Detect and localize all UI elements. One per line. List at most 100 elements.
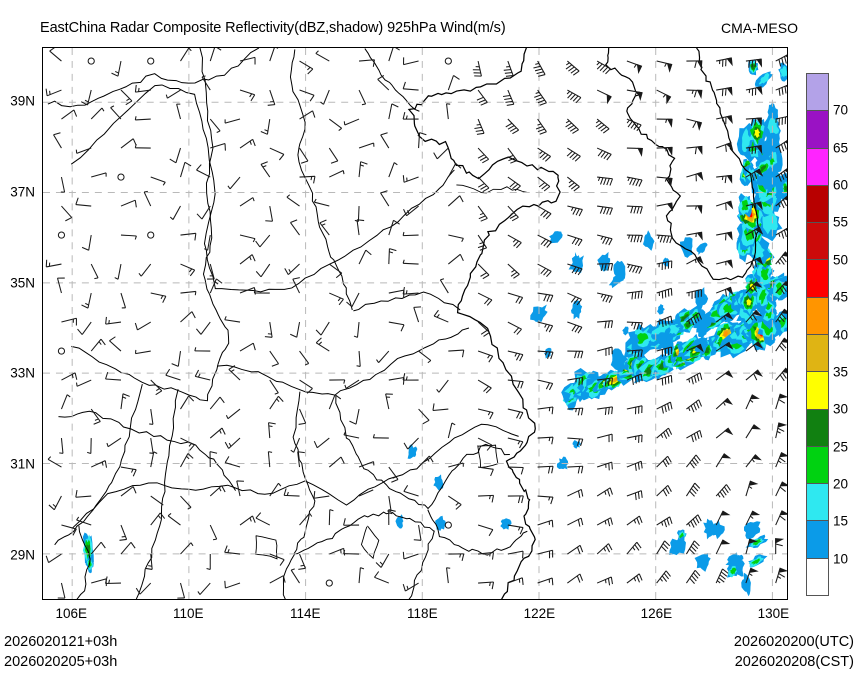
- x-tick-122E: 122E: [523, 606, 556, 621]
- wind-barb: [320, 89, 330, 105]
- wind-barb: [239, 197, 255, 207]
- map-plot-area[interactable]: [42, 47, 788, 600]
- wind-barb: [380, 132, 390, 149]
- wind-barb: [196, 164, 211, 178]
- wind-barb: [745, 256, 764, 269]
- wind-barb: [224, 580, 241, 589]
- wind-barb: [143, 190, 152, 207]
- wind-barb: [745, 226, 764, 239]
- wind-barb: [385, 393, 393, 410]
- wind-barb: [507, 437, 524, 449]
- wind-barb: [45, 553, 62, 564]
- wind-barb: [596, 346, 613, 356]
- wind-barb: [448, 234, 464, 242]
- wind-barb: [716, 259, 733, 269]
- wind-barb: [656, 374, 673, 386]
- y-tick-39N: 39N: [10, 93, 35, 109]
- wind-barb: [45, 88, 62, 97]
- wind-barb: [775, 451, 787, 468]
- wind-barb: [537, 577, 554, 586]
- wind-barb: [117, 173, 125, 181]
- wind-barb: [716, 115, 733, 125]
- wind-barb: [110, 105, 122, 120]
- wind-barb: [299, 110, 316, 120]
- x-tick-130E: 130E: [757, 606, 790, 621]
- wind-barb: [596, 147, 612, 161]
- echo-contour-15: [779, 65, 787, 78]
- wind-barb: [507, 495, 524, 504]
- wind-barb: [477, 350, 494, 363]
- wind-barb: [626, 321, 643, 330]
- wind-barb: [566, 147, 581, 162]
- echo-contour-20: [741, 199, 749, 211]
- wind-barb: [150, 292, 167, 303]
- wind-barb: [478, 466, 494, 477]
- wind-barb: [775, 538, 785, 555]
- wind-barb: [626, 118, 642, 132]
- wind-barb: [260, 118, 271, 135]
- wind-barb: [119, 524, 128, 541]
- wind-barb: [477, 205, 488, 222]
- wind-barb: [403, 485, 419, 497]
- wind-barb: [57, 582, 66, 599]
- wind-barb: [537, 549, 554, 559]
- wind-barb: [745, 201, 763, 211]
- echo-contour-10: [597, 251, 611, 271]
- wind-barb: [775, 422, 787, 439]
- wind-barb: [596, 576, 613, 586]
- x-tick-106E: 106E: [55, 606, 88, 621]
- wind-barb: [313, 437, 330, 449]
- map-canvas: [43, 48, 787, 599]
- wind-barb: [686, 118, 703, 131]
- wind-barb: [448, 495, 462, 510]
- wind-barb: [388, 248, 397, 265]
- wind-barb: [80, 89, 92, 106]
- wind-barb: [656, 60, 673, 73]
- wind-barb: [239, 234, 256, 243]
- wind-barb: [176, 103, 181, 120]
- wind-barb: [537, 406, 554, 415]
- wind-barb: [715, 341, 734, 352]
- wind-barb: [349, 408, 360, 425]
- wind-barb: [402, 551, 419, 560]
- echo-contour-20: [743, 227, 755, 242]
- wind-barb: [329, 170, 345, 178]
- wind-barb: [180, 437, 195, 451]
- colorbar-segment-45-50: [807, 259, 828, 297]
- wind-barb: [329, 292, 344, 306]
- geography-layer: [47, 48, 760, 599]
- wind-barb: [377, 75, 390, 91]
- x-tick-110E: 110E: [173, 606, 204, 621]
- wind-barb: [775, 54, 787, 67]
- wind-barb: [403, 205, 419, 217]
- wind-barb: [775, 227, 787, 239]
- colorbar-segment-<10: [807, 557, 828, 595]
- wind-barb: [686, 231, 703, 241]
- colorbar-segment-25-30: [807, 408, 828, 446]
- wind-barb: [447, 163, 462, 178]
- echo-contour-15: [762, 212, 778, 235]
- colorbar[interactable]: [806, 73, 829, 596]
- wind-barb: [150, 176, 166, 186]
- wind-barb: [180, 232, 197, 241]
- wind-barb: [686, 89, 703, 99]
- colorbar-segment-30-35: [807, 371, 828, 409]
- wind-barb: [81, 234, 92, 251]
- echo-contour-25: [760, 165, 767, 172]
- wind-barb: [328, 509, 334, 526]
- wind-barb: [120, 89, 133, 106]
- wind-barb: [388, 509, 396, 526]
- wind-barb: [537, 234, 552, 248]
- wind-barb: [299, 350, 310, 366]
- wind-barb: [567, 263, 583, 276]
- wind-barb: [447, 195, 464, 207]
- wind-barb: [626, 290, 643, 300]
- colorbar-segment-50-55: [807, 222, 828, 260]
- wind-barb: [120, 393, 130, 410]
- wind-barb: [90, 460, 108, 468]
- wind-barb: [626, 515, 643, 526]
- wind-barb: [656, 287, 673, 299]
- wind-barb: [745, 341, 764, 352]
- wind-barb: [149, 408, 154, 425]
- wind-barb: [567, 465, 584, 474]
